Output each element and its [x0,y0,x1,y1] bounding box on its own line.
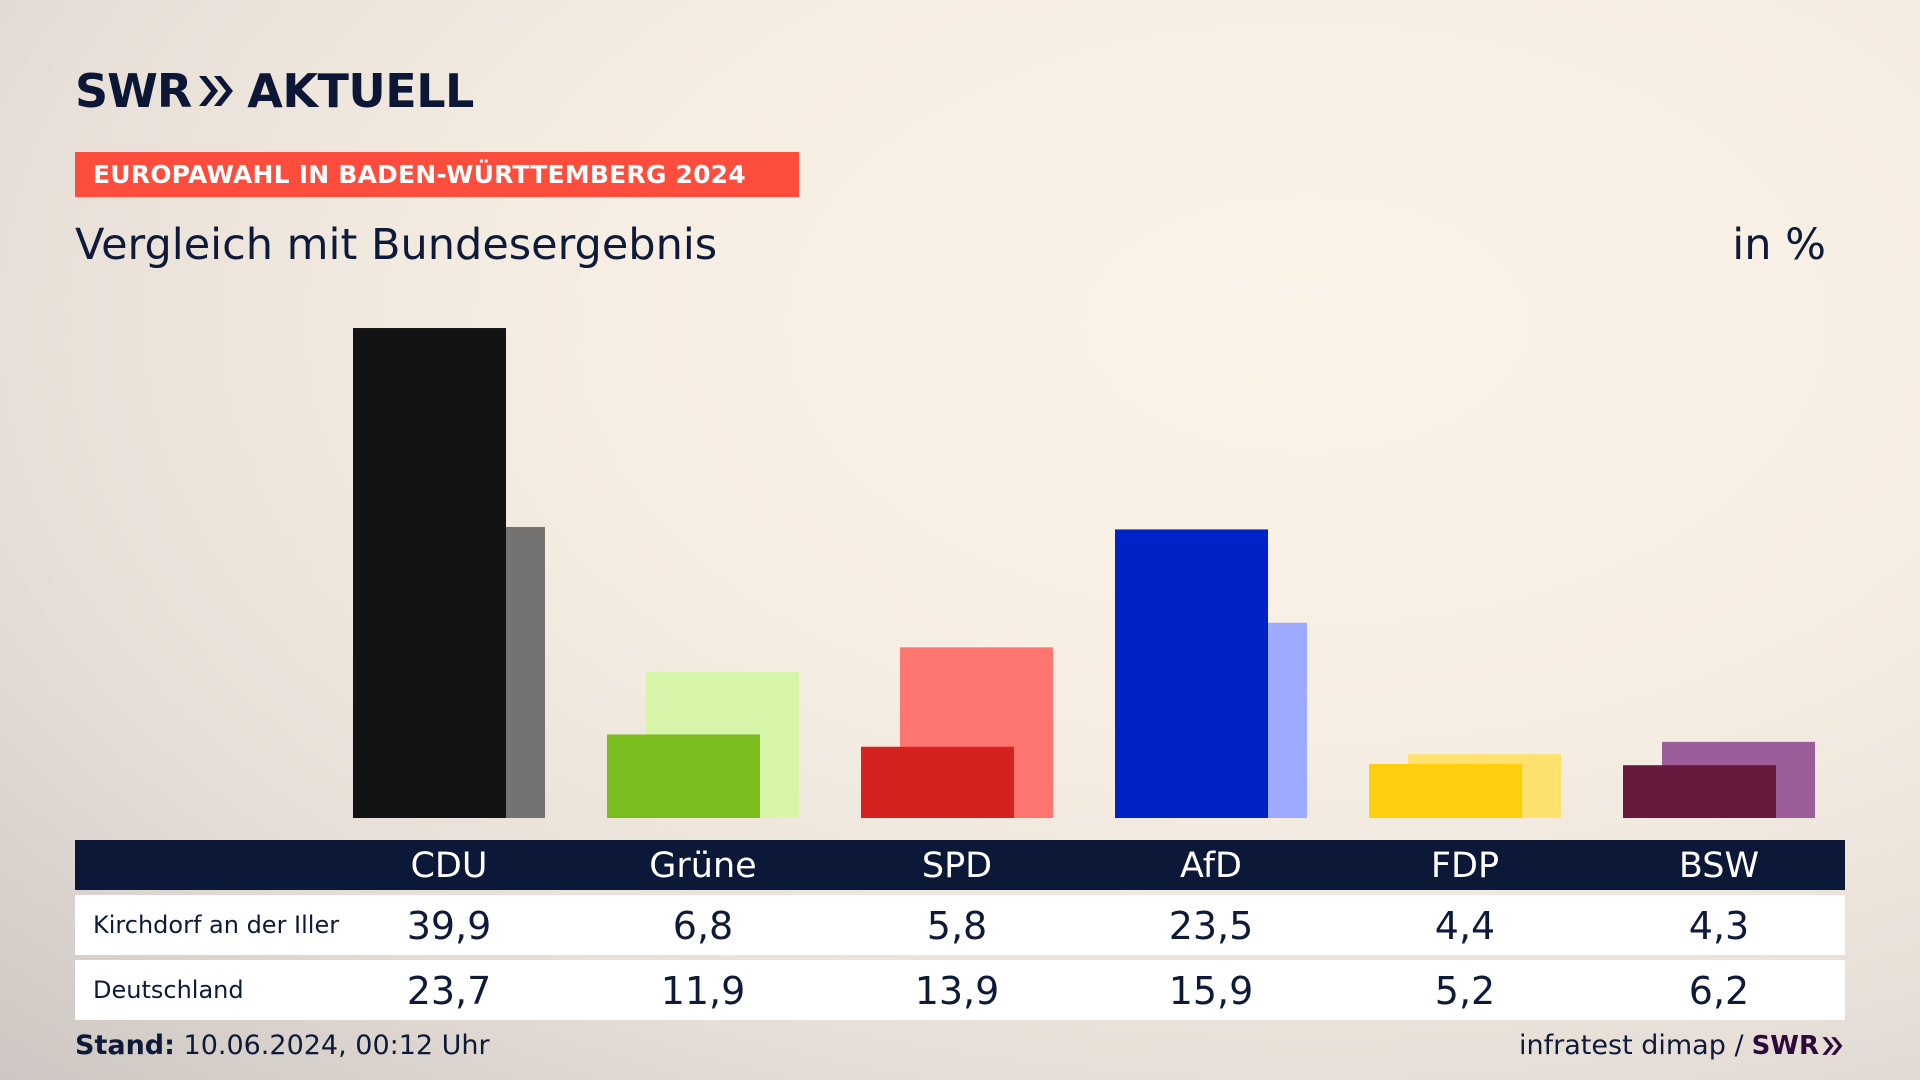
cell-value: 5,2 [1434,969,1496,1013]
cell-value: 4,3 [1688,904,1750,948]
swr-small-logo: SWR [1751,1030,1819,1061]
bar-kirchdorf-fdp [1369,763,1522,818]
brand-aktuell: AKTUELL [247,64,474,118]
cell-value: 6,8 [672,904,734,948]
source-info: infratest dimap / SWR [1519,1030,1845,1061]
column-header-bsw: BSW [1678,846,1760,886]
swr-small-chevron-icon [1822,1036,1843,1055]
bar-kirchdorf-afd [1115,529,1268,818]
results-table: CDU Grüne SPD AfD FDP BSW Kirchdorf an der Il… [75,840,1845,1020]
cell-value: 15,9 [1168,969,1254,1013]
cell-value: 39,9 [406,904,492,948]
column-header-gruene: Grüne [649,846,757,886]
unit-label: in % [1732,220,1826,270]
cell-value: 11,9 [660,969,746,1013]
swr-aktuell-logo: SWR AKTUELL [75,64,474,118]
column-header-fdp: FDP [1430,846,1500,886]
cell-value: 23,5 [1168,904,1254,948]
row-label: Kirchdorf an der Iller [93,911,340,939]
table-header: CDU Grüne SPD AfD FDP BSW [75,840,1845,890]
table-body: Kirchdorf an der Iller 39,9 6,8 5,8 23,5 4,4 4… [75,890,1845,1020]
stand-label: Stand: [75,1030,175,1061]
swr-chevron-icon [199,76,234,106]
swr-logo-text: SWR [75,64,192,118]
column-header-spd: SPD [921,846,993,886]
cell-value: 13,9 [914,969,1000,1013]
chart-subtitle: Vergleich mit Bundesergebnis [75,220,718,270]
cell-value: 6,2 [1688,969,1750,1013]
column-header-cdu: CDU [410,846,488,886]
bar-kirchdorf-cdu [353,328,506,818]
bar-chart [353,328,1815,818]
row-label: Deutschland [93,976,244,1004]
bar-kirchdorf-spd [861,746,1014,818]
stand-value: 10.06.2024, 00:12 Uhr [183,1030,490,1061]
stand-info: Stand: 10.06.2024, 00:12 Uhr [75,1030,490,1061]
cell-value: 4,4 [1434,904,1496,948]
source-text: infratest dimap / [1519,1030,1744,1061]
column-header-afd: AfD [1180,846,1242,886]
bar-kirchdorf-bsw [1623,765,1776,818]
table-row: Kirchdorf an der Iller 39,9 6,8 5,8 23,5 4,4 4… [75,895,1845,955]
table-row: Deutschland 23,7 11,9 13,9 15,9 5,2 6,2 [75,960,1845,1020]
bar-kirchdorf-gruene [607,734,760,818]
election-ribbon: EUROPAWAHL IN BADEN-WÜRTTEMBERG 2024 [75,152,799,197]
cell-value: 23,7 [406,969,492,1013]
cell-value: 5,8 [926,904,988,948]
